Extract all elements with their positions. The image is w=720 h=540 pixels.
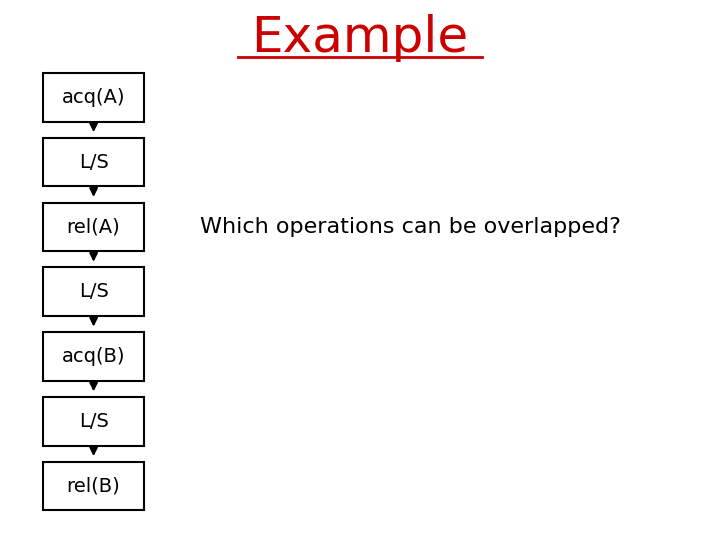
FancyBboxPatch shape [43,397,144,445]
Text: L/S: L/S [78,411,109,431]
FancyBboxPatch shape [43,332,144,381]
FancyBboxPatch shape [43,138,144,186]
Text: L/S: L/S [78,152,109,172]
Text: rel(A): rel(A) [67,217,120,237]
FancyBboxPatch shape [43,73,144,122]
Text: Example: Example [251,14,469,62]
Text: Which operations can be overlapped?: Which operations can be overlapped? [200,217,621,237]
FancyBboxPatch shape [43,267,144,316]
FancyBboxPatch shape [43,202,144,251]
Text: L/S: L/S [78,282,109,301]
Text: rel(B): rel(B) [67,476,120,496]
FancyBboxPatch shape [43,462,144,510]
Text: acq(A): acq(A) [62,87,125,107]
Text: acq(B): acq(B) [62,347,125,366]
